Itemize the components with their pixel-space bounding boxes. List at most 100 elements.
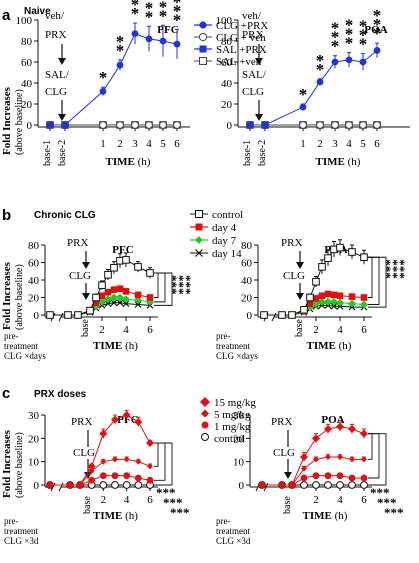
series-clg-prx [246,42,381,129]
data-point [159,121,167,129]
b-poa-prx-label: PRX [281,237,302,249]
data-point [122,295,130,304]
legend-c-control: control [214,433,245,445]
chart-title: POA [321,414,344,426]
significance-mark: * [373,6,382,25]
data-point [331,58,339,66]
significance-mark: *** [172,275,187,295]
data-point [134,474,142,482]
data-point [330,291,338,299]
legend-b-marker-day4 [195,223,203,231]
significance-bracket [368,433,380,479]
significance-bracket [368,256,387,308]
data-point [360,429,368,438]
legend-b-day7: day 7 [212,235,237,247]
ylabel-c: Fold Increases (above baseline) [1,429,25,498]
data-point [348,474,356,482]
series-line [262,456,364,486]
data-point [300,474,308,482]
b-poa-prx-arrowhead [296,262,304,269]
a-poa-base1: base-1 [242,140,253,166]
data-point [300,453,308,461]
x-tick-label: 5 [160,138,166,150]
svg-text:(above baseline): (above baseline) [14,432,25,498]
data-point [99,429,108,438]
significance-mark: * [145,0,154,8]
x-tick-label: 2 [313,324,319,336]
c-poa-base: base [282,496,293,514]
data-point [74,311,82,319]
y-tick-label: 100 [16,15,33,27]
significance-bracket [154,272,159,298]
data-point [66,481,74,489]
significance-mark: * [145,0,154,17]
data-point [359,121,367,129]
x-tick-label: 3 [132,138,138,150]
a-pfc-sal-label: SAL/ [45,69,70,81]
data-point [173,40,181,48]
data-point [324,254,332,262]
data-point [330,302,338,310]
significance-mark: *** [379,259,394,279]
data-point [122,256,130,264]
y-tick-label: 20 [28,433,40,445]
data-point [348,481,356,489]
data-point [258,481,266,489]
y-tick-label: 60 [241,258,253,270]
data-point [122,300,130,308]
significance-mark: *** [393,259,408,279]
legend-a: CLG +PRX CLG + veh SAL +PRX SAL +veh [194,20,268,68]
series-clg-prx [46,22,181,129]
c-poa-clg-label: CLG [273,447,295,459]
y-tick-label: 60 [28,258,40,270]
data-point [260,311,268,319]
data-point [316,78,324,86]
legend-c: 15 mg/kg 5 mg/kg 1 mg/kg control [200,397,256,445]
data-point [360,294,368,301]
significance-mark: *** [163,495,183,510]
data-point [278,481,286,489]
x-tick-label: 4 [337,324,343,336]
data-point [299,121,307,129]
significance-mark: * [145,7,154,26]
significance-mark: * [359,35,368,54]
significance-mark: *** [165,275,180,295]
data-point [104,300,112,308]
data-point [345,56,353,64]
significance-mark: * [116,32,125,51]
x-axis-title: TIME (h) [93,510,138,522]
y-tick-label: 80 [241,240,253,252]
data-point [86,306,94,315]
y-tick-label: 10 [28,457,40,469]
data-point [288,311,296,319]
data-point [116,121,124,129]
data-point [104,288,112,296]
significance-mark: * [373,24,382,43]
significance-bracket [368,433,387,486]
x-tick-label: 4 [124,494,130,506]
y-tick-label: 0 [34,310,40,322]
data-point [112,456,118,463]
legend-c-marker-1 [201,421,209,429]
significance-mark: * [173,10,182,29]
significance-mark: * [331,37,340,56]
ylabel-b: Fold Increases (above baseline) [1,261,25,330]
data-point [64,311,72,319]
data-point [110,299,118,307]
data-point [360,300,368,309]
y-tick-label: 60 [21,57,33,69]
x-tick-label: 1 [300,138,306,150]
x-tick-label: 6 [374,138,380,150]
significance-mark: * [159,0,168,7]
series-control [260,239,368,319]
panel-b-letter: b [2,207,11,224]
x-axis-title: TIME (h) [106,156,151,168]
legend-b-day14: day 14 [212,248,242,260]
legend-c-15: 15 mg/kg [214,397,256,409]
b-poa-clg-label: CLG [283,270,305,282]
b-pfc-clg-arrowhead [82,293,90,300]
data-point [100,458,107,465]
data-point [336,422,344,431]
